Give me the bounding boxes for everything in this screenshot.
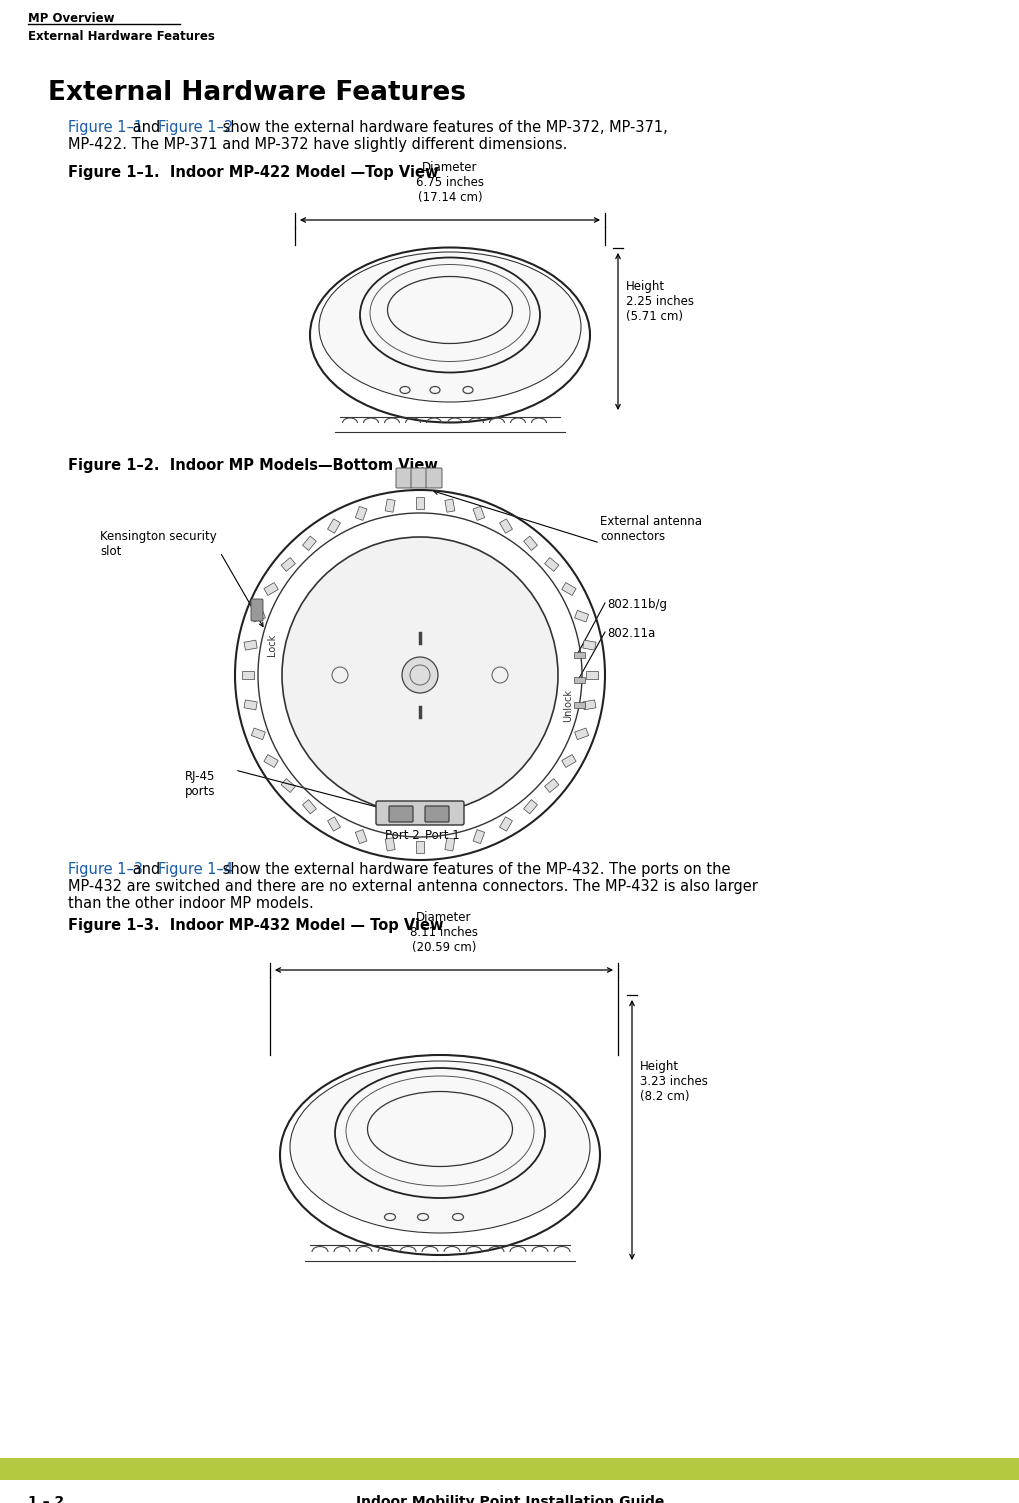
Text: 802.11b/g: 802.11b/g bbox=[606, 598, 666, 612]
Bar bbox=[251, 727, 265, 739]
Text: Kensington security
slot: Kensington security slot bbox=[100, 531, 217, 558]
FancyBboxPatch shape bbox=[376, 801, 464, 825]
FancyBboxPatch shape bbox=[574, 702, 585, 708]
Bar bbox=[251, 610, 265, 622]
Text: Height
3.23 inches
(8.2 cm): Height 3.23 inches (8.2 cm) bbox=[639, 1060, 707, 1103]
Bar bbox=[444, 837, 454, 851]
FancyBboxPatch shape bbox=[388, 806, 413, 822]
Text: Figure 1–1: Figure 1–1 bbox=[68, 120, 143, 135]
FancyBboxPatch shape bbox=[426, 467, 441, 488]
Bar bbox=[385, 837, 394, 851]
Text: Diameter
8.11 inches
(20.59 cm): Diameter 8.11 inches (20.59 cm) bbox=[410, 911, 478, 954]
Circle shape bbox=[401, 657, 437, 693]
Bar bbox=[281, 779, 296, 792]
Bar bbox=[582, 700, 595, 709]
Text: MP Overview: MP Overview bbox=[28, 12, 114, 26]
Text: 802.11a: 802.11a bbox=[606, 627, 654, 640]
Bar bbox=[499, 816, 512, 831]
Text: RJ-45
ports: RJ-45 ports bbox=[184, 770, 215, 798]
Text: show the external hardware features of the MP-432. The ports on the: show the external hardware features of t… bbox=[218, 863, 730, 876]
Ellipse shape bbox=[320, 253, 580, 401]
FancyBboxPatch shape bbox=[574, 652, 585, 658]
Text: Figure 1–2: Figure 1–2 bbox=[158, 120, 233, 135]
Ellipse shape bbox=[290, 1063, 588, 1232]
Bar bbox=[561, 755, 576, 768]
FancyBboxPatch shape bbox=[425, 806, 448, 822]
Bar bbox=[385, 499, 394, 513]
Text: Lock: Lock bbox=[267, 634, 277, 657]
FancyBboxPatch shape bbox=[251, 600, 263, 621]
Bar bbox=[544, 779, 558, 792]
Bar bbox=[0, 1458, 1019, 1480]
Bar bbox=[281, 558, 296, 571]
Text: Indoor Mobility Point Installation Guide: Indoor Mobility Point Installation Guide bbox=[356, 1495, 663, 1503]
Bar bbox=[523, 800, 537, 815]
Bar bbox=[574, 610, 588, 622]
Circle shape bbox=[229, 485, 609, 866]
Text: show the external hardware features of the MP-372, MP-371,: show the external hardware features of t… bbox=[218, 120, 667, 135]
FancyBboxPatch shape bbox=[395, 467, 412, 488]
Bar bbox=[355, 830, 367, 843]
Circle shape bbox=[281, 537, 557, 813]
Bar bbox=[561, 583, 576, 595]
Text: Figure 1–2.  Indoor MP Models—Bottom View: Figure 1–2. Indoor MP Models—Bottom View bbox=[68, 458, 437, 473]
Bar bbox=[244, 700, 257, 709]
Bar bbox=[574, 727, 588, 739]
Bar bbox=[416, 842, 424, 854]
Bar bbox=[473, 507, 484, 520]
FancyBboxPatch shape bbox=[574, 678, 585, 684]
Text: Figure 1–3: Figure 1–3 bbox=[68, 863, 143, 876]
Bar bbox=[242, 670, 254, 679]
Bar bbox=[523, 537, 537, 550]
Bar bbox=[264, 755, 278, 768]
Bar bbox=[544, 558, 558, 571]
Bar bbox=[586, 670, 597, 679]
Bar bbox=[499, 519, 512, 534]
Bar bbox=[264, 583, 278, 595]
Text: Height
2.25 inches
(5.71 cm): Height 2.25 inches (5.71 cm) bbox=[626, 280, 693, 323]
Text: Diameter
6.75 inches
(17.14 cm): Diameter 6.75 inches (17.14 cm) bbox=[416, 161, 484, 204]
Bar bbox=[244, 640, 257, 651]
Bar bbox=[582, 640, 595, 651]
Text: Figure 1–1.  Indoor MP-422 Model —Top View: Figure 1–1. Indoor MP-422 Model —Top Vie… bbox=[68, 165, 438, 180]
Bar bbox=[327, 816, 340, 831]
Text: External Hardware Features: External Hardware Features bbox=[48, 80, 466, 107]
Bar bbox=[473, 830, 484, 843]
Bar bbox=[303, 537, 316, 550]
Text: MP-432 are switched and there are no external antenna connectors. The MP-432 is : MP-432 are switched and there are no ext… bbox=[68, 879, 757, 894]
Bar bbox=[303, 800, 316, 815]
Text: 1 – 2: 1 – 2 bbox=[28, 1495, 64, 1503]
Text: than the other indoor MP models.: than the other indoor MP models. bbox=[68, 896, 314, 911]
Text: Port 1: Port 1 bbox=[424, 830, 459, 842]
Text: Figure 1–3.  Indoor MP-432 Model — Top View: Figure 1–3. Indoor MP-432 Model — Top Vi… bbox=[68, 918, 443, 933]
Text: and: and bbox=[127, 120, 165, 135]
Bar bbox=[444, 499, 454, 513]
FancyBboxPatch shape bbox=[411, 467, 427, 488]
Bar bbox=[416, 497, 424, 510]
Bar bbox=[355, 507, 367, 520]
Text: and: and bbox=[127, 863, 165, 876]
Text: External antenna
connectors: External antenna connectors bbox=[599, 516, 701, 543]
Text: Port 2: Port 2 bbox=[384, 830, 419, 842]
Text: External Hardware Features: External Hardware Features bbox=[28, 30, 215, 44]
Text: MP-422. The MP-371 and MP-372 have slightly different dimensions.: MP-422. The MP-371 and MP-372 have sligh… bbox=[68, 137, 567, 152]
Bar bbox=[327, 519, 340, 534]
Text: Unlock: Unlock bbox=[562, 688, 573, 721]
Text: Figure 1–4: Figure 1–4 bbox=[158, 863, 233, 876]
